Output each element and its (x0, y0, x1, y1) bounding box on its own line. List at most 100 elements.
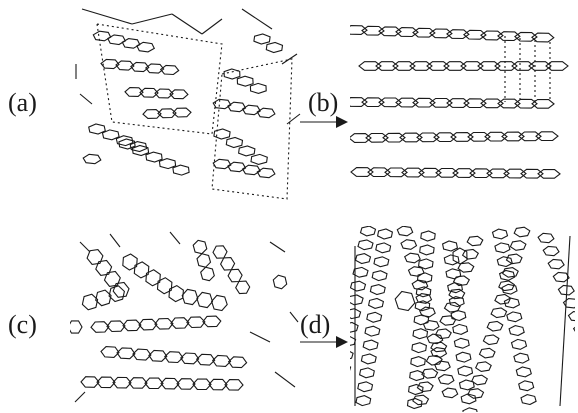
hexagon-ring (195, 353, 216, 366)
hexagon-ring (447, 282, 464, 294)
hexagon-ring (412, 394, 430, 406)
hexagon-ring (443, 301, 461, 313)
hexagon-ring (455, 351, 472, 363)
hexagon-ring (475, 361, 492, 372)
hexagon-ring (471, 374, 488, 386)
hexagon-ring (401, 167, 425, 178)
hexagon-ring (467, 131, 491, 142)
hexagon-ring (357, 381, 374, 393)
hexagon-ring (441, 240, 459, 252)
hexagon-ring (157, 108, 177, 119)
hexagon-ring (212, 245, 228, 259)
hexagon-ring (520, 394, 537, 406)
hexagon-ring (172, 164, 190, 176)
hexagon-ring (256, 107, 276, 119)
hexagon-ring (557, 284, 575, 296)
hexagon-ring (192, 378, 212, 391)
bond-line (74, 391, 86, 403)
bond-line (131, 13, 173, 25)
hexagon-ring (429, 97, 453, 108)
hexagon-ring (131, 144, 150, 157)
hexagon-ring (361, 97, 385, 108)
hexagon-ring (496, 256, 513, 268)
hexagon-ring (350, 25, 368, 35)
hexagon-ring (210, 294, 228, 312)
hexagon-ring (510, 338, 528, 350)
hexagon-ring (236, 75, 254, 87)
bond-line (286, 113, 301, 125)
hexagon-ring (139, 87, 159, 98)
hexagon-ring (422, 320, 440, 331)
hexagon-ring (409, 61, 433, 71)
hexagon-ring (361, 25, 385, 36)
hexagon-ring (503, 168, 527, 179)
hexagon-ring (513, 352, 530, 364)
hexagon-ring (100, 346, 120, 358)
hexagon-ring (118, 138, 136, 150)
bond-line (79, 93, 93, 105)
hexagon-ring (484, 131, 508, 142)
hexagon-ring (357, 239, 374, 251)
hexagon-ring (531, 98, 555, 109)
hexagon-ring (408, 383, 424, 396)
bond-line (274, 371, 296, 388)
hexagon-ring (186, 316, 206, 329)
hexagon-ring (265, 41, 284, 54)
hexagon-ring (366, 311, 383, 323)
hexagon-ring (132, 348, 152, 361)
hexagon-ring (154, 317, 174, 330)
hexagon-ring (148, 349, 168, 362)
hexagon-ring (452, 247, 468, 265)
hexagon-ring (413, 314, 430, 326)
hexagon-ring (181, 288, 199, 306)
label-d: (d) (300, 310, 331, 339)
hexagon-ring (81, 293, 99, 311)
bond-line (169, 231, 181, 245)
hexagon-ring (457, 262, 475, 273)
hexagon-ring (547, 258, 565, 270)
hexagon-ring (453, 337, 470, 349)
hexagon-ring (133, 261, 150, 279)
hexagon-ring (272, 274, 288, 290)
hexagon-ring (124, 87, 144, 97)
hexagon-ring (241, 164, 261, 176)
hexagon-ring (196, 291, 214, 309)
label-b: (b) (308, 88, 339, 117)
hexagon-ring (145, 269, 161, 287)
bond-line (281, 53, 298, 65)
hexagon-ring (395, 27, 419, 38)
hexagon-ring (446, 98, 470, 108)
hexagon-ring (514, 98, 538, 109)
hexagon-ring (375, 61, 399, 71)
hexagon-ring (542, 245, 560, 257)
hexagon-ring (359, 226, 377, 237)
hexagon-ring (112, 281, 130, 298)
hexagon-ring (115, 60, 135, 71)
hexagon-ring (416, 132, 440, 143)
hexagon-ring (415, 286, 432, 298)
hexagon-ring (355, 395, 372, 407)
hexagon-ring (463, 29, 487, 40)
hexagon-ring (112, 376, 132, 389)
hexagon-ring (376, 228, 394, 240)
hexagon-ring (429, 28, 453, 39)
label-c: (c) (8, 310, 37, 339)
hexagon-ring (437, 374, 455, 385)
hexagon-ring (537, 232, 555, 244)
hexagon-ring (482, 334, 500, 346)
hexagon-ring (100, 58, 120, 70)
hexagon-ring (501, 283, 518, 295)
hexagon-ring (129, 141, 148, 153)
hexagon-ring (426, 61, 450, 71)
hexagon-ring (211, 354, 232, 367)
bond-line (249, 331, 271, 343)
hexagon-ring (144, 377, 164, 390)
hexagon-ring (396, 226, 414, 237)
hexagon-ring (360, 353, 377, 365)
arrow-c-to-d (298, 332, 350, 357)
hexagon-ring (508, 325, 525, 337)
hexagon-ring (108, 285, 126, 303)
hexagon-ring (136, 41, 156, 53)
hexagon-ring (156, 277, 173, 295)
hexagon-ring (95, 259, 113, 276)
